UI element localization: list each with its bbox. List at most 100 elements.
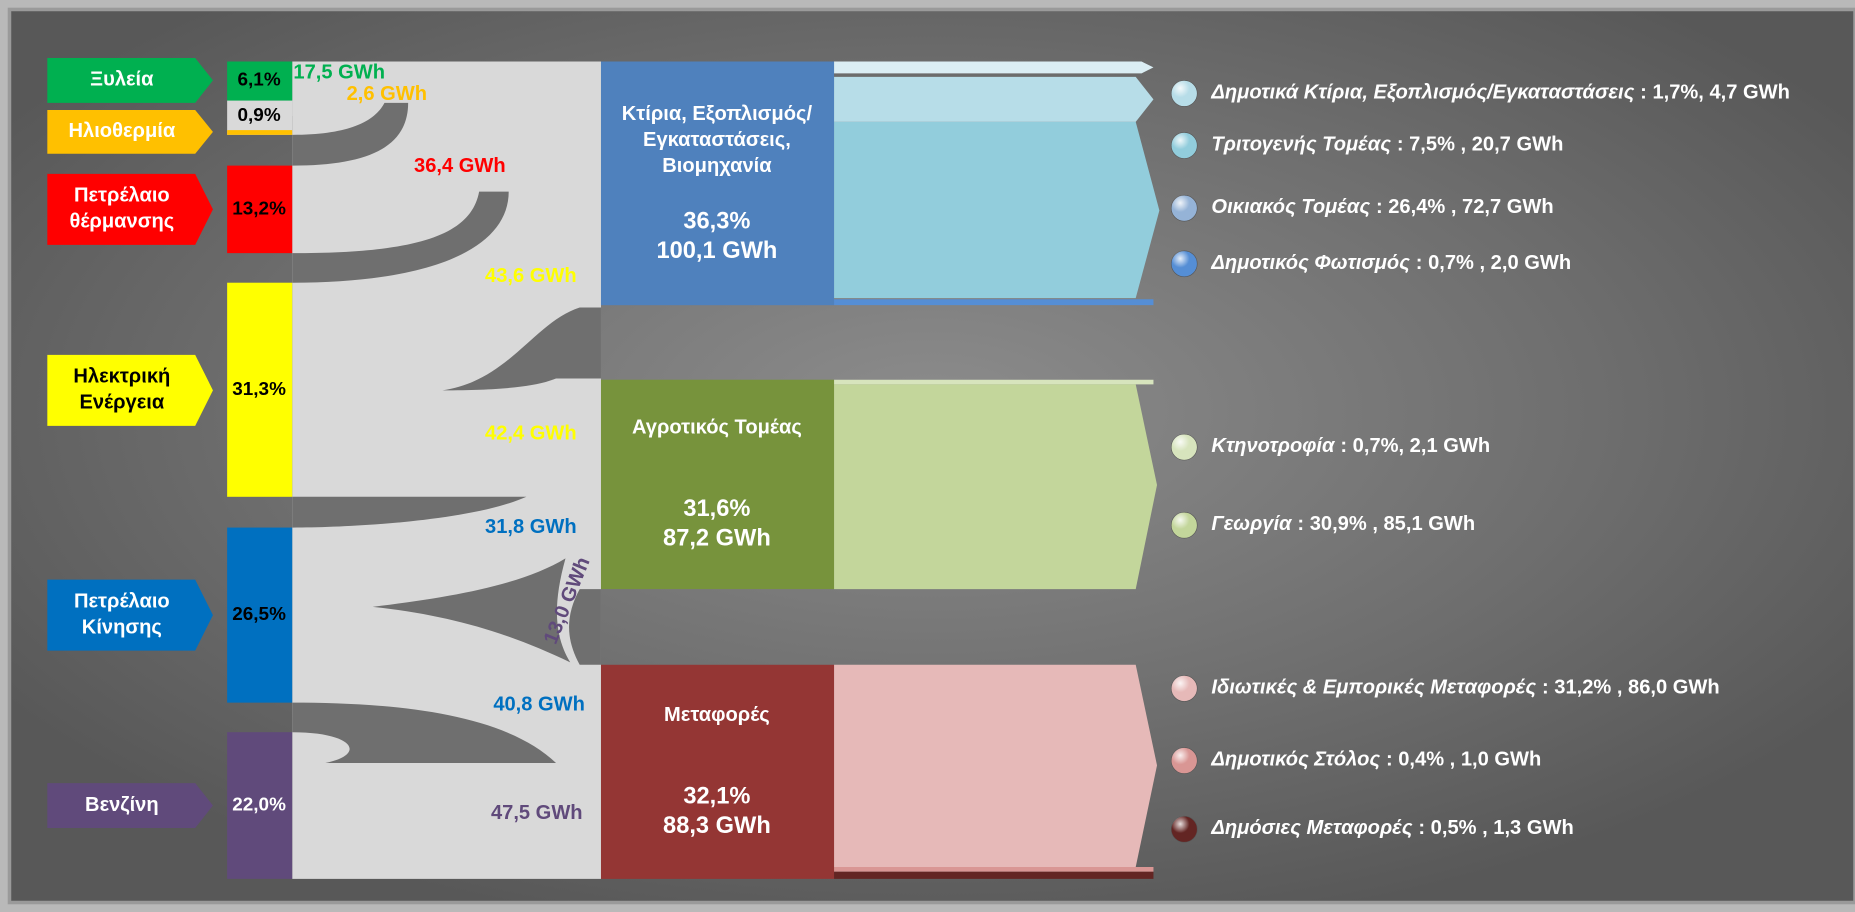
flow-gap (292, 702, 557, 763)
use-label: Κτηνοτροφία: 0,7%, 2,1 GWh (1211, 435, 1490, 457)
source-label: Ηλιοθερμία (69, 120, 176, 142)
sector-box (600, 379, 835, 590)
source-arrow (47, 110, 213, 154)
use-bullet-shine (1171, 80, 1198, 107)
output-band (834, 299, 1154, 306)
source-share: 6,1% (238, 69, 281, 90)
source-arrow (47, 783, 213, 829)
flow-label: 17,5 GWh (293, 62, 385, 84)
use-detail: : 31,2% , 86,0 GWh (1542, 677, 1720, 699)
use-label: Γεωργία: 30,9% , 85,1 GWh (1211, 514, 1475, 536)
output-band (834, 379, 1154, 385)
flow-gap (372, 558, 571, 663)
output-band (834, 61, 1154, 74)
source-arrow (47, 173, 213, 245)
flow-label: 43,6 GWh (485, 265, 577, 287)
use-name: Δημόσιες Μεταφορές (1210, 818, 1412, 840)
use-name: Ιδιωτικές & Εμπορικές Μεταφορές (1211, 677, 1536, 699)
use-name: Δημοτικός Στόλος (1210, 749, 1380, 771)
flow-label: 40,8 GWh (493, 693, 585, 715)
use-detail: : 0,4% , 1,0 GWh (1386, 749, 1541, 771)
flow-label: 47,5 GWh (491, 802, 583, 824)
sector-share: 32,1% (683, 784, 750, 810)
source-bar (227, 282, 293, 497)
use-detail: : 0,7%, 2,1 GWh (1340, 435, 1490, 457)
flow-gap (442, 307, 601, 391)
flow-gaps (292, 100, 601, 763)
source-bar (227, 527, 293, 703)
use-name: Οικιακός Τομέας (1211, 197, 1370, 219)
use-bullet-shine (1171, 816, 1198, 843)
source-bar (227, 165, 293, 254)
flow-label: 42,4 GWh (485, 422, 577, 444)
use-label: Δημοτικός Φωτισμός : 0,7% , 2,0 GWh (1210, 252, 1571, 274)
sector-title: Βιομηχανία (662, 155, 772, 177)
use-label: Ιδιωτικές & Εμπορικές Μεταφορές : 31,2% ,… (1211, 677, 1719, 699)
flow-label: 2,6 GWh (347, 83, 427, 105)
source-label: Πετρέλαιο (74, 590, 170, 612)
source-share: 22,0% (232, 795, 286, 816)
use-name: Γεωργία (1211, 514, 1293, 536)
sector-share: 31,6% (683, 496, 750, 522)
source-bar (227, 61, 293, 101)
source-arrow (47, 57, 213, 103)
use-detail: : 1,7%, 4,7 GWh (1640, 82, 1790, 104)
use-detail: : 0,5% , 1,3 GWh (1418, 818, 1573, 840)
use-name: Τριτογενής Τομέας (1211, 134, 1391, 156)
use-detail: : 0,7% , 2,0 GWh (1416, 252, 1571, 274)
sector-energy: 88,3 GWh (663, 813, 771, 839)
use-bullet-shine (1171, 195, 1198, 222)
source-arrow (47, 354, 213, 426)
sector-title: Αγροτικός Τομέας (632, 417, 802, 439)
flow-gap (292, 191, 509, 283)
flow-label: 36,4 GWh (414, 155, 506, 177)
use-label: Δημόσιες Μεταφορές : 0,5% , 1,3 GWh (1210, 818, 1573, 840)
use-bullet-shine (1171, 434, 1198, 461)
flow-label: 31,8 GWh (485, 516, 577, 538)
source-label: Κίνησης (82, 616, 162, 638)
flow-gap (569, 589, 601, 665)
output-band (834, 76, 1154, 122)
output-band (834, 384, 1158, 590)
source-label: Πετρέλαιο (74, 185, 170, 207)
sector-energy: 87,2 GWh (663, 526, 771, 552)
sector-title: Εγκαταστάσεις, (643, 129, 791, 151)
source-share: 31,3% (232, 379, 286, 400)
sector-box (600, 61, 835, 306)
source-share: 13,2% (232, 198, 286, 219)
sector-title: Κτίρια, Εξοπλισμός/ (622, 103, 813, 125)
source-label: θέρμανσης (69, 211, 174, 233)
source-label: Ηλεκτρική (73, 366, 170, 388)
flow-gap (292, 102, 409, 166)
flow-gap (292, 100, 338, 116)
use-name: Κτηνοτροφία (1211, 435, 1336, 457)
use-bullet-shine (1171, 675, 1198, 702)
output-band (834, 121, 1160, 299)
use-bullet-shine (1171, 250, 1198, 277)
source-label: Βενζίνη (85, 794, 159, 816)
use-detail: : 30,9% , 85,1 GWh (1297, 514, 1475, 536)
source-label: Ξυλεία (90, 69, 154, 91)
output-band (834, 664, 1158, 868)
source-share: 0,9% (238, 105, 281, 126)
use-detail: : 7,5% , 20,7 GWh (1397, 134, 1564, 156)
use-name: Δημοτικός Φωτισμός (1210, 252, 1410, 274)
use-bullet-shine (1171, 132, 1198, 159)
use-label: Οικιακός Τομέας: 26,4% , 72,7 GWh (1211, 197, 1553, 219)
use-label: Δημοτικός Στόλος : 0,4% , 1,0 GWh (1210, 749, 1541, 771)
use-bullet-shine (1171, 747, 1198, 774)
output-band (834, 867, 1154, 872)
use-label: Τριτογενής Τομέας : 7,5% , 20,7 GWh (1211, 134, 1563, 156)
sector-title: Μεταφορές (664, 704, 770, 726)
flow-gap (292, 496, 527, 528)
sector-energy: 100,1 GWh (656, 238, 777, 264)
solar-line (227, 130, 293, 135)
sector-box (600, 664, 835, 879)
source-arrow (47, 579, 213, 651)
use-bullet-shine (1171, 512, 1198, 539)
sector-share: 36,3% (683, 209, 750, 235)
output-band (834, 871, 1154, 879)
